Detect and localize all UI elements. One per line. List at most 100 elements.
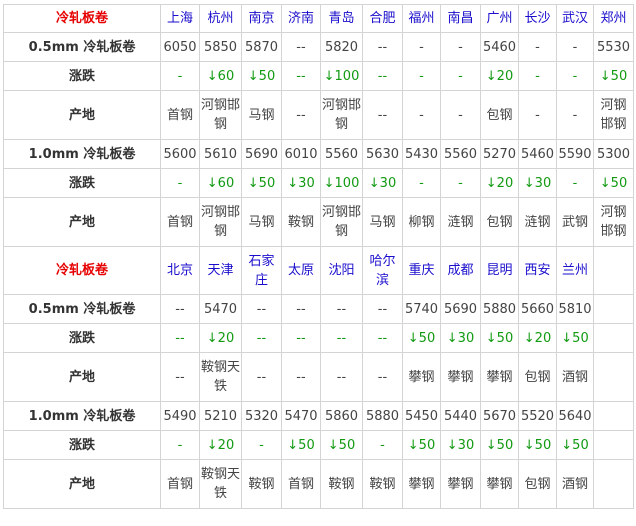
price-cell: 5630 — [362, 139, 403, 169]
city-link[interactable]: 兰州 — [556, 246, 594, 295]
empty-cell — [593, 352, 634, 402]
origin-cell: 鞍钢 — [241, 459, 282, 509]
change-cell: ↓50 — [402, 323, 441, 353]
change-cell: ↓50 — [556, 323, 594, 353]
origin-cell: 攀钢 — [480, 459, 519, 509]
origin-cell: 攀钢 — [480, 352, 519, 402]
origin-cell: 河钢邯钢 — [199, 90, 242, 140]
price-cell: 5810 — [556, 294, 594, 324]
price-cell: 5560 — [440, 139, 481, 169]
origin-cell: 酒钢 — [556, 352, 594, 402]
origin-cell: -- — [160, 352, 200, 402]
price-cell: 5530 — [593, 32, 634, 62]
change-cell: ↓60 — [199, 61, 242, 91]
city-link[interactable]: 福州 — [402, 4, 441, 33]
city-link[interactable]: 上海 — [160, 4, 200, 33]
origin-cell: 首钢 — [160, 90, 200, 140]
row-label: 涨跌 — [3, 168, 161, 198]
origin-cell: 鞍钢 — [281, 197, 321, 247]
city-link[interactable]: 武汉 — [556, 4, 594, 33]
origin-cell: 攀钢 — [402, 352, 441, 402]
city-link[interactable]: 郑州 — [593, 4, 634, 33]
change-cell: ↓50 — [480, 430, 519, 460]
city-link[interactable]: 太原 — [281, 246, 321, 295]
origin-cell: -- — [362, 90, 403, 140]
price-cell: 5320 — [241, 401, 282, 431]
price-cell: 5440 — [440, 401, 481, 431]
change-cell: - — [440, 61, 481, 91]
origin-cell: 攀钢 — [440, 352, 481, 402]
row-label: 0.5mm 冷轧板卷 — [3, 32, 161, 62]
row-label: 涨跌 — [3, 61, 161, 91]
origin-cell: 马钢 — [241, 197, 282, 247]
change-cell: ↓30 — [518, 168, 557, 198]
row-label: 1.0mm 冷轧板卷 — [3, 139, 161, 169]
change-row: 涨跌 - ↓60 ↓50 ↓30 ↓100 ↓30- - ↓20 ↓30- ↓50 — [3, 168, 634, 198]
city-link[interactable]: 成都 — [440, 246, 481, 295]
origin-cell: 鞍钢 — [362, 459, 403, 509]
city-link[interactable]: 长沙 — [518, 4, 557, 33]
change-cell: -- — [362, 323, 403, 353]
price-cell: 5860 — [320, 401, 363, 431]
origin-cell: 马钢 — [362, 197, 403, 247]
city-link[interactable]: 南昌 — [440, 4, 481, 33]
price-cell: 5660 — [518, 294, 557, 324]
city-link[interactable]: 南京 — [241, 4, 282, 33]
price-cell: 5610 — [199, 139, 242, 169]
price-cell: 5470 — [281, 401, 321, 431]
origin-cell: - — [518, 90, 557, 140]
city-link[interactable]: 重庆 — [402, 246, 441, 295]
origin-cell: 包钢 — [480, 197, 519, 247]
change-cell: -- — [281, 61, 321, 91]
section-title: 冷轧板卷 — [3, 4, 161, 33]
origin-cell: 柳钢 — [402, 197, 441, 247]
origin-cell: 河钢邯钢 — [593, 90, 634, 140]
change-cell: - — [440, 168, 481, 198]
city-link[interactable]: 哈尔滨 — [362, 246, 403, 295]
change-cell: ↓50 — [593, 168, 634, 198]
price-cell: -- — [241, 294, 282, 324]
origin-cell: 马钢 — [241, 90, 282, 140]
row-label: 涨跌 — [3, 430, 161, 460]
city-link[interactable]: 沈阳 — [320, 246, 363, 295]
city-link[interactable]: 北京 — [160, 246, 200, 295]
change-cell: ↓50 — [320, 430, 363, 460]
origin-cell: 河钢邯钢 — [320, 90, 363, 140]
price-cell: 5490 — [160, 401, 200, 431]
city-link[interactable]: 西安 — [518, 246, 557, 295]
price-cell: 5670 — [480, 401, 519, 431]
price-cell: 5820 — [320, 32, 363, 62]
city-link[interactable]: 杭州 — [199, 4, 242, 33]
header-row: 冷轧板卷 上海 杭州 南京 济南 青岛 合肥 福州 南昌 广州 长沙 武汉 郑州 — [3, 4, 634, 33]
change-cell: ↓50 — [281, 430, 321, 460]
price-cell: - — [402, 32, 441, 62]
origin-cell: 包钢 — [480, 90, 519, 140]
origin-cell: 河钢邯钢 — [593, 197, 634, 247]
city-link[interactable]: 昆明 — [480, 246, 519, 295]
row-label: 产地 — [3, 197, 161, 247]
empty-cell — [593, 401, 634, 431]
origin-row: 产地 首钢 河钢邯钢 马钢 -- 河钢邯钢 -- - - 包钢 - - 河钢邯钢 — [3, 90, 634, 140]
price-cell: 5520 — [518, 401, 557, 431]
city-link[interactable]: 石家庄 — [241, 246, 282, 295]
city-link[interactable]: 合肥 — [362, 4, 403, 33]
change-cell: - — [402, 61, 441, 91]
origin-row: 产地 首钢 鞍钢天铁 鞍钢 首钢 鞍钢 鞍钢 攀钢 攀钢 攀钢 包钢 酒钢 — [3, 459, 634, 509]
empty-cell — [593, 323, 634, 353]
change-cell: -- — [320, 323, 363, 353]
origin-cell: 酒钢 — [556, 459, 594, 509]
origin-cell: 涟钢 — [440, 197, 481, 247]
origin-cell: 鞍钢天铁 — [199, 459, 242, 509]
price-cell: 6010 — [281, 139, 321, 169]
city-link[interactable]: 济南 — [281, 4, 321, 33]
origin-cell: 包钢 — [518, 352, 557, 402]
price-cell: -- — [281, 32, 321, 62]
empty-cell — [593, 430, 634, 460]
change-cell: - — [518, 61, 557, 91]
change-cell: - — [160, 61, 200, 91]
origin-cell: -- — [320, 352, 363, 402]
city-link[interactable]: 天津 — [199, 246, 242, 295]
city-link[interactable]: 广州 — [480, 4, 519, 33]
city-link[interactable]: 青岛 — [320, 4, 363, 33]
price-cell: 5880 — [480, 294, 519, 324]
